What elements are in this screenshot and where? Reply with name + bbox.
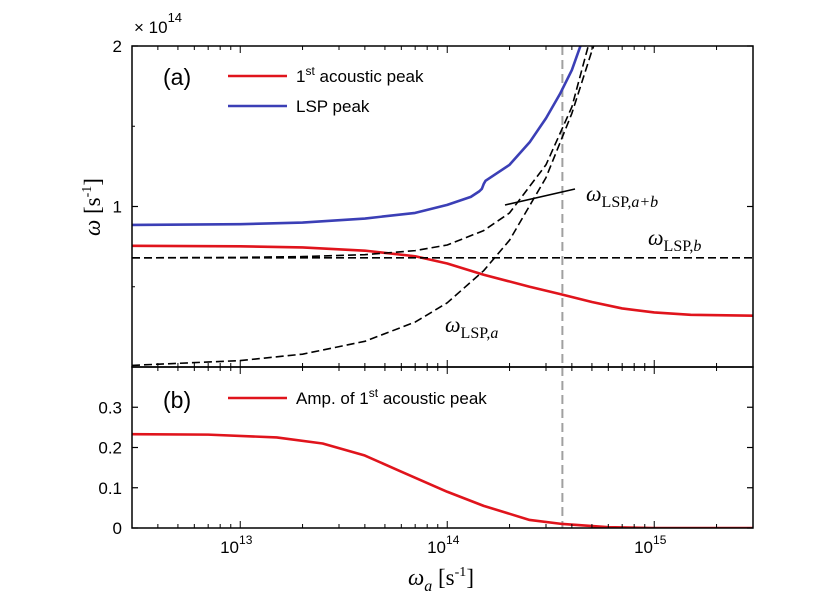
legend-label-amplitude: Amp. of 1st acoustic peak (296, 386, 487, 408)
series-line-lsp_peak (132, 46, 582, 227)
legend-label-acoustic: 1st acoustic peak (296, 64, 424, 86)
legend-label-lsp_peak: LSP peak (296, 97, 370, 116)
panel-a: 1 2 1st acoustic peak LSP peak (a) × 1014 ω [s… (80, 10, 754, 368)
y-tick-label: 0 (113, 519, 122, 538)
series-line-omega_lsp_ab (132, 46, 590, 259)
y-tick-label: 1 (113, 198, 122, 217)
annotation-omega_lsp_ab: ωLSP,a+b (586, 181, 658, 211)
y-tick-label: 0.3 (98, 398, 122, 417)
x-tick-label: 1015 (634, 533, 667, 557)
y-multiplier: × 1014 (134, 10, 182, 37)
x-tick-label: 1013 (220, 533, 253, 557)
y-tick-label: 0.2 (98, 439, 122, 458)
y-tick-label: 2 (113, 37, 122, 56)
panel-label: (b) (163, 387, 191, 413)
y-tick-label: 0.1 (98, 479, 122, 498)
annotation-omega_lsp_a: ωLSP,a (445, 312, 498, 342)
x-axis-label: ωa [s-1] (408, 565, 474, 594)
series-line-acoustic (132, 244, 753, 317)
y-axis-label: ω [s-1] (80, 178, 105, 236)
panel-b: 0 0.1 0.2 0.3 Amp. of 1st acoustic peak (b) 10… (98, 366, 754, 594)
series-line-omega_lsp_a (132, 46, 595, 367)
panel-label: (a) (163, 64, 191, 90)
series-line-amplitude (132, 432, 753, 528)
x-tick-label: 1014 (427, 533, 460, 557)
annotation-omega_lsp_b: ωLSP,b (648, 225, 701, 255)
annotation-pointer (504, 188, 576, 206)
